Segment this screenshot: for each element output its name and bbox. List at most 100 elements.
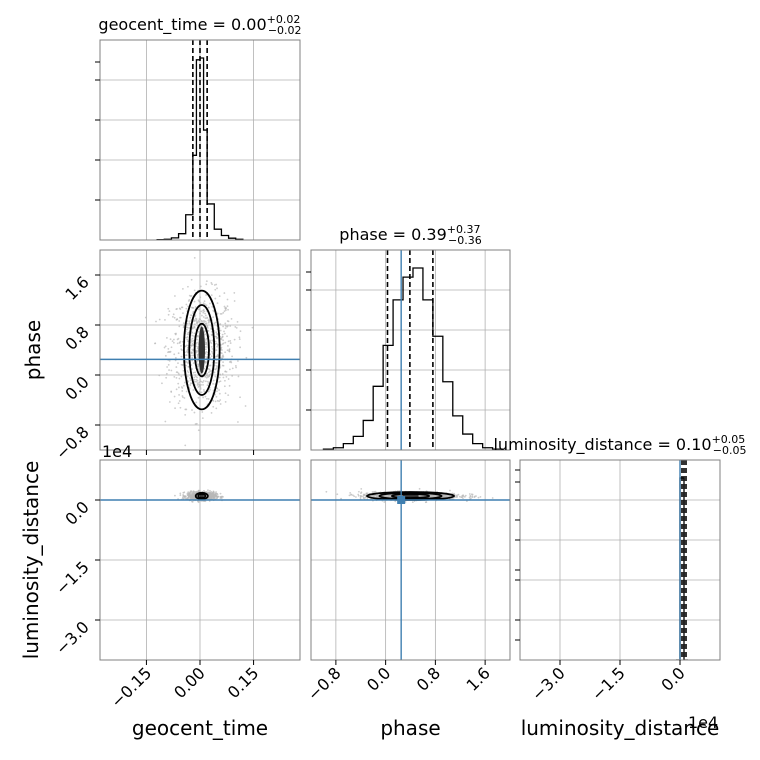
sample-point [225, 375, 228, 378]
sample-point [192, 497, 195, 500]
sample-point [228, 350, 231, 353]
sample-point [182, 384, 185, 387]
contour-0.39 [193, 322, 210, 378]
sample-point [239, 330, 242, 333]
sample-point [158, 374, 161, 377]
sample-point [180, 386, 183, 388]
sample-point [190, 278, 193, 281]
contour-0.86 [188, 304, 216, 396]
sample-point [208, 375, 211, 378]
sample-point [251, 326, 254, 329]
sample-point [193, 335, 195, 337]
sample-point [216, 336, 219, 339]
x-tick-label: 0.8 [413, 663, 444, 694]
scatter-frame-phase-luminosity_distance [310, 459, 511, 661]
sample-point [209, 302, 211, 305]
sample-point [193, 376, 196, 379]
sample-point [165, 376, 168, 379]
sample-point [204, 320, 207, 323]
sample-point [213, 494, 215, 497]
sample-point [204, 339, 207, 341]
panel-title-phase: phase = 0.39+0.37 −0.36 [339, 223, 481, 247]
sample-point [189, 377, 191, 380]
x-axis-label-geocent_time: geocent_time [132, 716, 268, 740]
sample-point [207, 371, 210, 374]
sample-point [192, 462, 194, 464]
density-core [199, 494, 204, 498]
sample-point [227, 394, 230, 397]
sample-point [222, 325, 224, 328]
sample-point [193, 323, 196, 326]
sample-point [187, 331, 190, 334]
scatter-panel-geocent_time-luminosity_distance [100, 460, 300, 660]
sample-point [212, 405, 215, 408]
sample-point [237, 421, 239, 423]
sample-point [188, 322, 191, 325]
sample-point [196, 376, 198, 379]
sample-point [180, 375, 183, 378]
contour-0.39 [197, 493, 207, 499]
sample-point [196, 321, 199, 324]
sample-point [172, 338, 175, 341]
sample-point [464, 494, 467, 497]
sample-point [164, 345, 167, 348]
sample-point [206, 346, 208, 348]
sample-point [179, 342, 181, 344]
sample-point [220, 497, 223, 499]
sample-point [200, 324, 203, 327]
sample-point [349, 492, 352, 494]
sample-point [193, 319, 196, 322]
sample-point [211, 305, 214, 308]
sample-point [204, 314, 207, 317]
sample-point [185, 344, 188, 347]
sample-point [235, 326, 238, 329]
sample-point [189, 316, 192, 319]
sample-point [209, 357, 212, 359]
sample-point [169, 338, 172, 341]
sample-point [216, 355, 219, 357]
sample-point [192, 306, 195, 309]
sample-point [181, 287, 184, 290]
sample-point [214, 321, 217, 324]
sample-point [216, 366, 219, 368]
sample-point [222, 361, 224, 363]
sample-point [169, 350, 172, 353]
sample-point [190, 490, 193, 492]
sample-point [224, 379, 226, 382]
sample-point [210, 369, 213, 372]
sample-point [226, 305, 229, 308]
sample-point [374, 490, 377, 493]
contour-0.39 [390, 493, 431, 499]
sample-point [209, 388, 211, 391]
sample-point [223, 292, 226, 294]
sample-point [210, 490, 213, 493]
sample-point [176, 371, 179, 374]
sample-point [191, 334, 194, 337]
sample-point [213, 284, 216, 286]
sample-point [179, 406, 182, 409]
sample-point [173, 395, 176, 398]
sample-point [187, 361, 189, 364]
sample-point [196, 360, 198, 363]
sample-point [239, 396, 241, 399]
sample-point [216, 345, 219, 348]
sample-point [144, 316, 147, 319]
sample-point [203, 310, 206, 313]
sample-point [170, 390, 173, 393]
sample-point [221, 333, 224, 336]
sample-point [206, 327, 209, 329]
sample-point [194, 373, 197, 376]
sample-point [228, 368, 231, 371]
density-core [198, 326, 206, 374]
sample-point [177, 352, 180, 355]
sample-point [228, 348, 231, 351]
sample-point [191, 351, 193, 354]
sample-point [211, 352, 214, 355]
sample-point [234, 365, 237, 367]
sample-point [458, 495, 461, 498]
sample-point [199, 312, 201, 315]
sample-point [418, 487, 421, 490]
y-tick-label: 0.0 [61, 497, 92, 528]
sample-point [208, 319, 211, 322]
y-offset-label: 1e4 [102, 442, 132, 461]
